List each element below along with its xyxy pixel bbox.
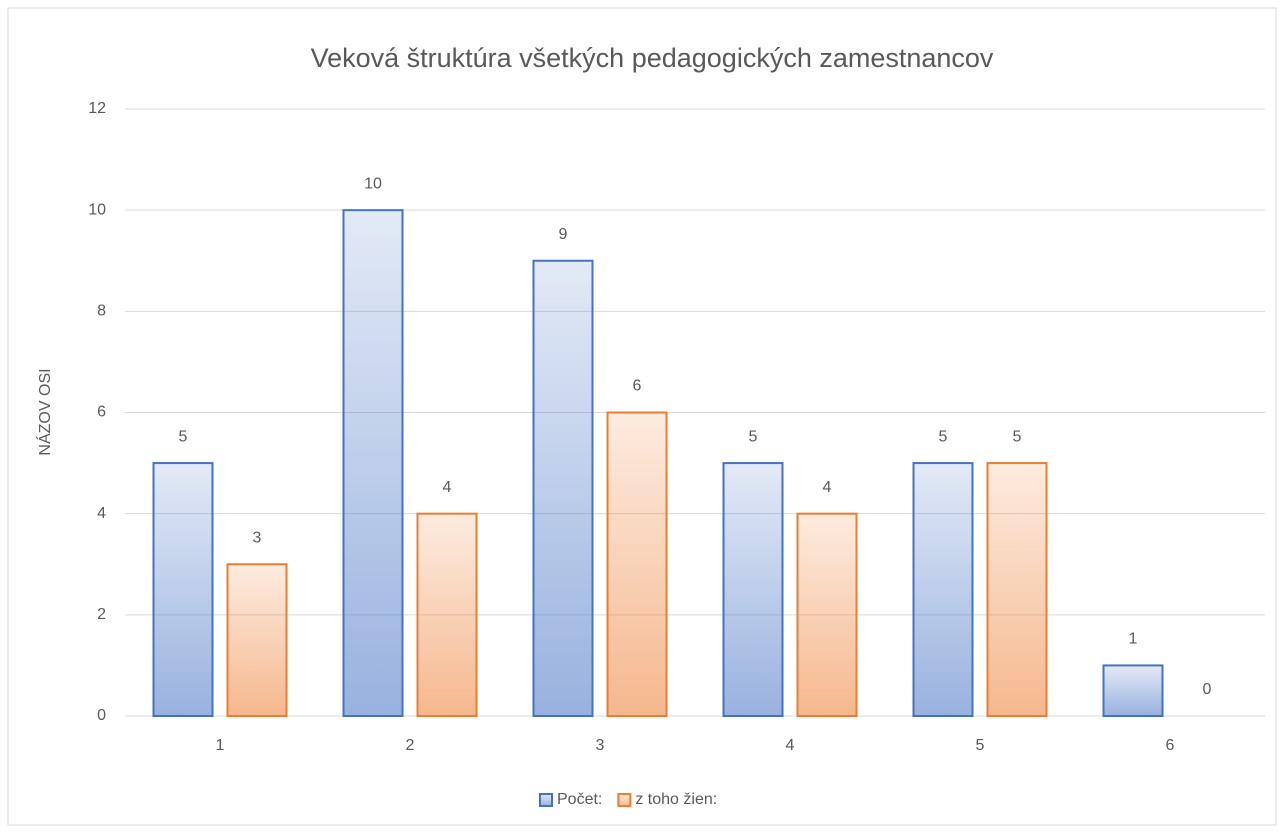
bar: [532, 259, 594, 717]
bar: [912, 462, 974, 718]
y-tick-label: 8: [97, 303, 106, 320]
legend-swatch: [617, 793, 632, 807]
x-tick-label: 2: [406, 737, 415, 754]
y-tick-label: 2: [97, 606, 106, 623]
data-label: 9: [559, 226, 568, 243]
legend-label: z toho žien:: [635, 791, 717, 808]
x-tick-label: 5: [976, 737, 985, 754]
data-label: 5: [749, 428, 758, 445]
y-tick-label: 4: [97, 505, 106, 522]
y-tick-label: 6: [97, 404, 106, 421]
bar: [342, 209, 404, 718]
data-label: 1: [1129, 631, 1138, 648]
y-tick-label: 12: [88, 100, 106, 117]
data-label: 4: [443, 479, 452, 496]
chart-title: Veková štruktúra všetkých pedagogických …: [311, 43, 994, 73]
legend-swatch: [539, 793, 553, 807]
y-tick-label: 0: [97, 707, 106, 724]
legend-label: Počet:: [557, 791, 602, 808]
data-label: 3: [253, 529, 262, 546]
bar: [722, 462, 784, 718]
x-tick-label: 4: [786, 737, 795, 754]
x-tick-label: 6: [1166, 737, 1175, 754]
y-tick-label: 10: [88, 201, 106, 218]
y-axis-label: NÁZOV OSI: [35, 368, 54, 455]
data-label: 6: [633, 378, 642, 395]
bar: [226, 563, 288, 717]
data-label: 5: [939, 428, 948, 445]
bar: [1102, 664, 1164, 718]
x-tick-label: 1: [216, 737, 225, 754]
data-label: 10: [364, 175, 382, 192]
bar: [986, 462, 1048, 718]
bar: [152, 462, 214, 718]
data-label: 5: [179, 428, 188, 445]
data-label: 5: [1013, 428, 1022, 445]
data-label: 4: [823, 479, 832, 496]
x-tick-label: 3: [596, 737, 605, 754]
data-label: 0: [1203, 681, 1212, 698]
bar: [416, 512, 478, 718]
bar: [606, 411, 668, 717]
bar: [796, 512, 858, 718]
